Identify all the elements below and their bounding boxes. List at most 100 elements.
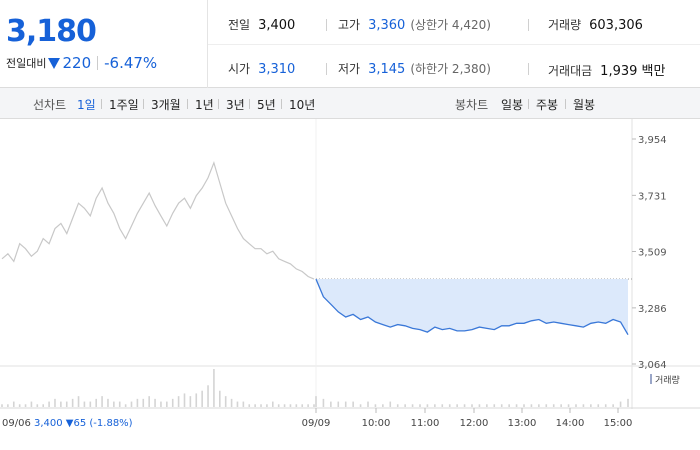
period-1year[interactable]: 1년 xyxy=(195,98,214,112)
x-tick-label: 09/09 xyxy=(302,418,331,429)
volume-bar xyxy=(230,398,233,407)
volume-bar xyxy=(367,401,369,407)
stat-label: 저가 xyxy=(338,62,361,76)
volume-bar xyxy=(523,404,525,407)
volume-bar xyxy=(142,398,145,407)
volume-legend-swatch xyxy=(650,374,652,384)
volume-bar xyxy=(65,401,68,407)
volume-bar xyxy=(36,404,39,407)
volume-bar xyxy=(201,390,203,407)
volume-bar xyxy=(160,401,162,407)
stat-label: 시가 xyxy=(228,62,251,76)
change-label: 전일대비 xyxy=(6,57,47,70)
volume-bar xyxy=(77,396,80,407)
volume-bar xyxy=(118,401,121,407)
change-value: 220 xyxy=(62,54,92,72)
volume-bar xyxy=(307,404,309,407)
period-3year[interactable]: 3년 xyxy=(226,98,245,112)
volume-bar xyxy=(83,401,86,407)
candle-chart-label: 봉차트 xyxy=(455,98,489,112)
stat-low: 저가 3,145 (하한가 2,380) xyxy=(338,60,491,77)
volume-bar xyxy=(213,369,215,407)
period-5year[interactable]: 5년 xyxy=(257,98,276,112)
volume-bar xyxy=(24,404,27,407)
volume-bar xyxy=(567,404,570,407)
period-10year[interactable]: 10년 xyxy=(289,98,316,112)
stat-open: 시가 3,310 xyxy=(228,60,295,77)
volume-bar xyxy=(219,390,221,407)
volume-bar xyxy=(382,404,384,407)
x-tick-label: 14:00 xyxy=(556,418,585,429)
stat-value: 3,400 xyxy=(258,18,296,33)
volume-bar xyxy=(538,404,540,407)
volume-bar xyxy=(500,404,503,407)
volume-bar xyxy=(352,401,354,407)
period-1week[interactable]: 1주일 xyxy=(109,98,139,112)
volume-bar xyxy=(54,398,56,407)
volume-bar xyxy=(627,398,629,407)
divider xyxy=(565,99,566,109)
volume-bar xyxy=(411,404,414,407)
divider xyxy=(187,99,188,109)
volume-bar xyxy=(313,404,315,407)
volume-bar xyxy=(60,401,62,407)
divider xyxy=(528,63,529,75)
volume-bar xyxy=(493,404,496,407)
price-chart[interactable]: 3,954 3,731 3,509 3,286 3,064 거래량 09/06 09/09 10… xyxy=(0,119,700,450)
volume-bar xyxy=(148,396,150,407)
volume-bar xyxy=(236,401,239,407)
volume-bar xyxy=(322,398,325,407)
period-3month[interactable]: 3개월 xyxy=(151,98,181,112)
stat-value: 1,939 백만 xyxy=(600,64,666,79)
period-1day[interactable]: 1일 xyxy=(77,98,96,112)
volume-bar xyxy=(582,404,585,407)
volume-legend-label: 거래량 xyxy=(655,374,680,386)
stat-label: 전일 xyxy=(228,18,251,32)
today-area-fill xyxy=(316,279,628,335)
stat-value: 603,306 xyxy=(589,18,643,33)
divider xyxy=(218,99,219,109)
volume-bar xyxy=(545,404,548,407)
volume-bar xyxy=(224,396,227,407)
change-row: 전일대비 220 -6.47% xyxy=(6,54,157,72)
volume-bar xyxy=(359,404,362,407)
volume-bar xyxy=(30,401,33,407)
today-series-line xyxy=(315,278,629,336)
candle-daily[interactable]: 일봉 xyxy=(501,98,524,112)
volume-bar xyxy=(289,404,292,407)
volume-bar xyxy=(95,398,97,407)
volume-bar xyxy=(18,404,21,407)
volume-bar xyxy=(136,398,139,407)
volume-bar xyxy=(508,404,510,407)
lower-limit: (하한가 2,380) xyxy=(410,62,491,76)
volume-bar xyxy=(42,404,45,407)
volume-bar xyxy=(171,398,174,407)
volume-bar xyxy=(7,404,9,407)
divider xyxy=(101,99,102,109)
chart-period-toolbar: 선차트 1일 1주일 3개월 1년 3년 5년 10년 봉차트 일봉 주봉 월봉 xyxy=(0,88,700,119)
y-tick-label: 3,954 xyxy=(638,135,667,146)
candle-monthly[interactable]: 월봉 xyxy=(573,98,596,112)
volume-bar xyxy=(48,401,50,407)
volume-bar xyxy=(597,404,600,407)
prev-day-series-line xyxy=(1,160,315,280)
volume-bar xyxy=(590,404,592,407)
volume-bar xyxy=(283,404,286,407)
volume-bar xyxy=(154,398,156,407)
volume-bar xyxy=(107,398,109,407)
x-tick-label: 09/06 xyxy=(2,418,31,429)
volume-bar xyxy=(448,404,451,407)
stat-high: 고가 3,360 (상한가 4,420) xyxy=(338,16,491,33)
volume-bar xyxy=(113,401,115,407)
volume-bar xyxy=(612,404,614,407)
candle-weekly[interactable]: 주봉 xyxy=(536,98,559,112)
volume-bar xyxy=(242,401,245,407)
volume-bar xyxy=(315,396,317,407)
volume-bar xyxy=(456,404,458,407)
divider xyxy=(249,99,250,109)
volume-bar xyxy=(486,404,488,407)
volume-bar xyxy=(1,404,3,407)
volume-bar xyxy=(195,393,198,407)
volume-bar xyxy=(130,401,133,407)
volume-bar xyxy=(471,404,473,407)
